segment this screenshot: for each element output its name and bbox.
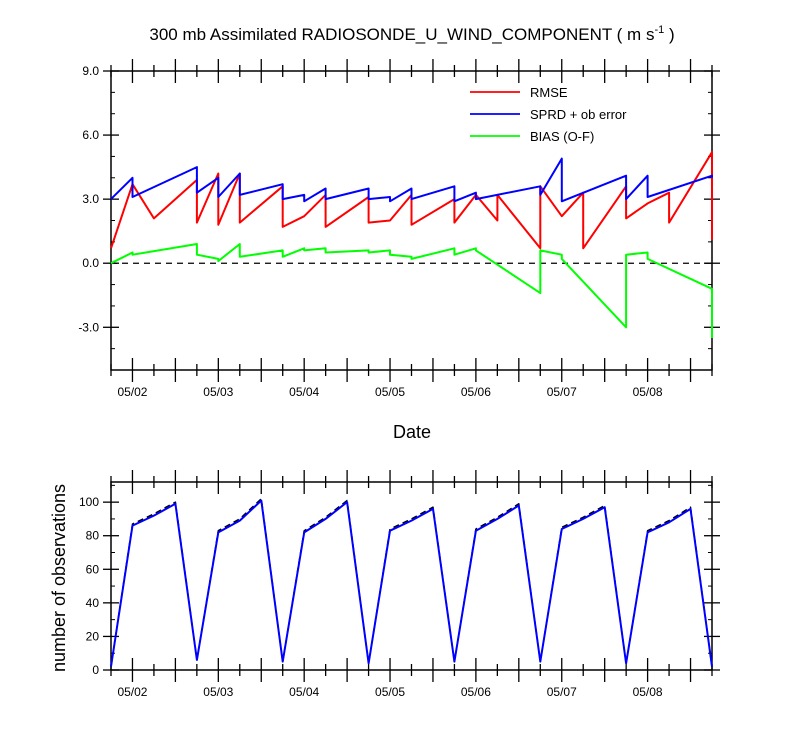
legend-label: RMSE <box>530 85 568 100</box>
y-tick-label: 0 <box>92 663 99 677</box>
top-chart: -3.0 0.0 3.0 6.0 9.0 05/02 05/03 05/04 05/05 05/0… <box>78 59 720 399</box>
y-tick-label: -3.0 <box>78 320 99 334</box>
legend-label: BIAS (O-F) <box>530 129 594 144</box>
x-tick-label: 05/03 <box>203 385 233 399</box>
x-tick-label: 05/02 <box>117 385 147 399</box>
y-axis-title-observations: number of observations <box>49 484 69 672</box>
x-tick-label: 05/07 <box>547 385 577 399</box>
x-tick-label: 05/04 <box>289 385 319 399</box>
bottom-chart: 0 20 40 60 80 100 05/02 05/03 05/04 05/05 05/06 05/… <box>79 470 720 699</box>
series-line-observations-assimilated <box>110 499 713 667</box>
x-tick-label: 05/08 <box>633 685 663 699</box>
y-tick-label: 40 <box>86 596 100 610</box>
plot-frame <box>110 481 713 671</box>
y-tick-label: 3.0 <box>82 192 99 206</box>
x-tick-label: 05/08 <box>633 385 663 399</box>
x-tick-label: 05/04 <box>289 685 319 699</box>
y-tick-label: 6.0 <box>82 128 99 142</box>
y-tick-label: 100 <box>79 495 99 509</box>
y-tick-label: 80 <box>86 529 100 543</box>
y-tick-label: 60 <box>86 562 100 576</box>
x-tick-label: 05/05 <box>375 385 405 399</box>
y-tick-label: 20 <box>86 629 100 643</box>
y-tick-label: 0.0 <box>82 256 99 270</box>
x-tick-label: 05/05 <box>375 685 405 699</box>
x-axis-title: Date <box>393 422 431 442</box>
series-line-sprd-ob-error <box>110 157 713 203</box>
x-tick-label: 05/07 <box>547 685 577 699</box>
x-tick-label: 05/06 <box>461 685 491 699</box>
x-tick-label: 05/06 <box>461 385 491 399</box>
legend-label: SPRD + ob error <box>530 107 627 122</box>
series-line-rmse <box>110 151 713 250</box>
series-line-observations-possible <box>110 498 713 667</box>
x-tick-label: 05/03 <box>203 685 233 699</box>
chart-title: 300 mb Assimilated RADIOSONDE_U_WIND_COM… <box>149 24 674 44</box>
series-line-bias-o-f <box>110 243 713 338</box>
y-tick-label: 9.0 <box>82 64 99 78</box>
x-tick-label: 05/02 <box>117 685 147 699</box>
